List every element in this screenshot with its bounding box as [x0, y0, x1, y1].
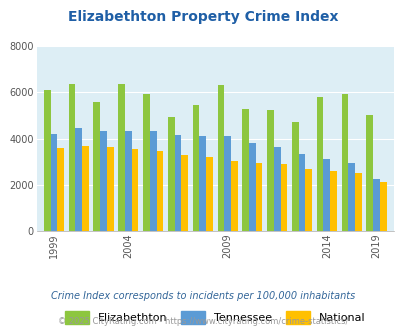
- Bar: [329, 171, 336, 231]
- Bar: [143, 94, 149, 231]
- Bar: [323, 159, 329, 231]
- Bar: [224, 136, 230, 231]
- Bar: [379, 182, 386, 231]
- Bar: [316, 97, 323, 231]
- Bar: [174, 135, 181, 231]
- Bar: [192, 105, 199, 231]
- Bar: [199, 136, 206, 231]
- Bar: [51, 134, 57, 231]
- Bar: [341, 94, 347, 231]
- Bar: [100, 130, 107, 231]
- Bar: [68, 84, 75, 231]
- Bar: [217, 85, 224, 231]
- Bar: [298, 154, 305, 231]
- Bar: [280, 164, 287, 231]
- Bar: [156, 151, 163, 231]
- Bar: [248, 143, 255, 231]
- Bar: [255, 163, 262, 231]
- Bar: [168, 116, 174, 231]
- Bar: [206, 157, 212, 231]
- Bar: [266, 110, 273, 231]
- Bar: [372, 179, 379, 231]
- Bar: [305, 169, 311, 231]
- Bar: [107, 147, 113, 231]
- Bar: [93, 102, 100, 231]
- Bar: [181, 155, 188, 231]
- Bar: [365, 115, 372, 231]
- Bar: [242, 109, 248, 231]
- Bar: [118, 84, 125, 231]
- Bar: [125, 130, 131, 231]
- Bar: [347, 163, 354, 231]
- Bar: [131, 149, 138, 231]
- Bar: [273, 147, 280, 231]
- Text: © 2025 CityRating.com - https://www.cityrating.com/crime-statistics/: © 2025 CityRating.com - https://www.city…: [58, 317, 347, 326]
- Bar: [57, 148, 64, 231]
- Text: Crime Index corresponds to incidents per 100,000 inhabitants: Crime Index corresponds to incidents per…: [51, 291, 354, 301]
- Bar: [75, 128, 82, 231]
- Bar: [230, 160, 237, 231]
- Text: Elizabethton Property Crime Index: Elizabethton Property Crime Index: [68, 10, 337, 24]
- Bar: [354, 173, 361, 231]
- Bar: [44, 90, 51, 231]
- Bar: [149, 130, 156, 231]
- Bar: [291, 122, 298, 231]
- Legend: Elizabethton, Tennessee, National: Elizabethton, Tennessee, National: [60, 307, 369, 328]
- Bar: [82, 146, 89, 231]
